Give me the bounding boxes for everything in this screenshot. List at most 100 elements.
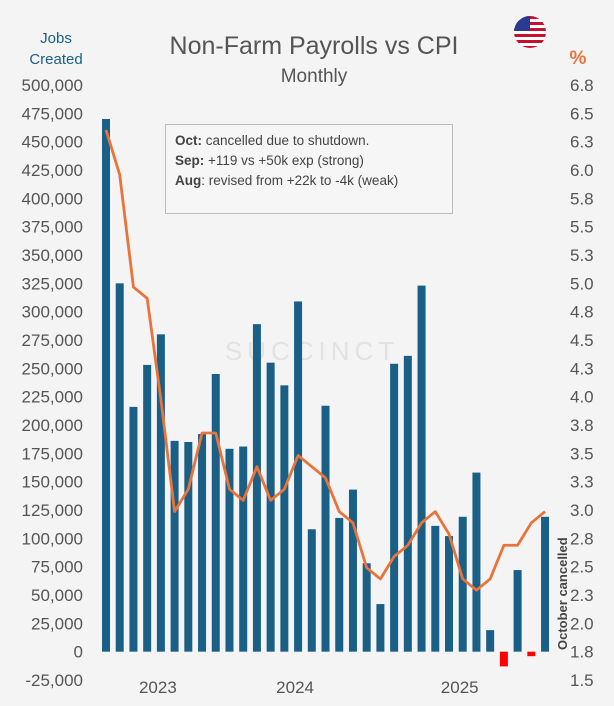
left-tick-label: -25,000	[25, 671, 83, 690]
jobs-bar	[115, 283, 124, 652]
annotation-box: Oct: cancelled due to shutdown. Sep: +11…	[165, 124, 453, 214]
jobs-bar	[239, 446, 248, 652]
left-tick-label: 50,000	[31, 586, 83, 605]
cpi-line	[104, 129, 546, 592]
note-text: cancelled due to shutdown.	[202, 133, 370, 148]
right-tick-label: 6.3	[570, 133, 594, 152]
jobs-bar	[527, 651, 536, 657]
note-line-aug: Aug: revised from +22k to -4k (weak)	[175, 171, 452, 191]
jobs-bar	[335, 517, 344, 652]
jobs-bar	[170, 440, 179, 652]
jobs-bar	[156, 334, 165, 652]
chart-title: Non-Farm Payrolls vs CPI	[170, 32, 459, 60]
jobs-bar	[211, 374, 220, 652]
right-tick-label: 2.0	[570, 614, 594, 633]
jobs-bar	[321, 405, 330, 652]
right-tick-label: 5.0	[570, 274, 594, 293]
right-tick-label: 4.8	[570, 303, 594, 322]
year-label: 2024	[276, 678, 314, 697]
jobs-bar	[225, 448, 234, 652]
left-tick-label: 325,000	[22, 274, 83, 293]
note-bold: Oct:	[175, 133, 202, 148]
jobs-bar	[184, 442, 193, 652]
note-bold: Aug	[175, 173, 202, 188]
right-tick-label: 1.5	[570, 671, 594, 690]
left-tick-label: 400,000	[22, 189, 83, 208]
left-tick-label: 200,000	[22, 416, 83, 435]
jobs-bar	[198, 434, 207, 652]
left-tick-label: 100,000	[22, 529, 83, 548]
right-tick-label: 3.3	[570, 473, 594, 492]
us-flag-icon	[514, 16, 546, 48]
left-tick-label: 275,000	[22, 331, 83, 350]
right-tick-label: 3.5	[570, 444, 594, 463]
year-label: 2023	[139, 678, 177, 697]
jobs-bar	[143, 364, 152, 652]
left-tick-label: 25,000	[31, 614, 83, 633]
jobs-bar	[348, 489, 357, 652]
right-tick-label: 4.5	[570, 331, 594, 350]
jobs-bar	[541, 516, 550, 652]
right-tick-label: 1.8	[570, 643, 594, 662]
right-tick-label: 3.8	[570, 416, 594, 435]
jobs-bar	[266, 362, 275, 652]
right-tick-label: 2.3	[570, 586, 594, 605]
jobs-bar	[513, 570, 522, 652]
note-text: +119 vs +50k exp (strong)	[204, 153, 364, 168]
right-tick-label: 3.0	[570, 501, 594, 520]
jobs-bar	[294, 301, 303, 652]
left-tick-label: 475,000	[22, 104, 83, 123]
note-text: : revised from +22k to -4k (weak)	[201, 173, 399, 188]
right-tick-label: 5.8	[570, 189, 594, 208]
jobs-bar	[362, 563, 371, 652]
left-tick-label: 375,000	[22, 218, 83, 237]
left-tick-label: 300,000	[22, 303, 83, 322]
left-tick-label: 150,000	[22, 473, 83, 492]
left-tick-label: 75,000	[31, 558, 83, 577]
left-tick-label: 250,000	[22, 359, 83, 378]
left-tick-label: 500,000	[22, 76, 83, 95]
right-tick-label: 6.0	[570, 161, 594, 180]
right-tick-label: 4.3	[570, 359, 594, 378]
jobs-bar	[252, 324, 261, 652]
jobs-bar	[499, 651, 508, 667]
jobs-bar	[458, 516, 467, 652]
left-axis-label: Jobs	[40, 30, 72, 47]
left-tick-label: 0	[74, 643, 83, 662]
jobs-bar	[376, 604, 385, 652]
october-cancelled-label: October cancelled	[555, 537, 570, 650]
right-tick-label: 6.8	[570, 76, 594, 95]
left-tick-label: 450,000	[22, 133, 83, 152]
right-tick-label: 2.8	[570, 529, 594, 548]
jobs-bar	[417, 285, 426, 652]
watermark: SUCCINCT	[225, 336, 399, 366]
chart-subtitle: Monthly	[281, 66, 348, 87]
right-tick-label: 5.5	[570, 218, 594, 237]
jobs-bar	[445, 536, 453, 652]
right-tick-label: 4.0	[570, 388, 594, 407]
jobs-bar	[307, 529, 316, 652]
note-line-sep: Sep: +119 vs +50k exp (strong)	[175, 151, 452, 171]
right-tick-label: 2.5	[570, 558, 594, 577]
left-axis-label-line2: Created	[29, 51, 82, 68]
year-label: 2025	[441, 678, 479, 697]
right-tick-label: 6.5	[570, 104, 594, 123]
left-tick-label: 350,000	[22, 246, 83, 265]
note-line-oct: Oct: cancelled due to shutdown.	[175, 131, 452, 151]
right-axis-label: %	[570, 48, 587, 69]
jobs-bar	[403, 355, 412, 652]
jobs-bar	[431, 525, 440, 652]
jobs-bar	[390, 363, 399, 652]
right-tick-label: 5.3	[570, 246, 594, 265]
jobs-bar	[486, 630, 495, 652]
left-tick-label: 425,000	[22, 161, 83, 180]
left-tick-label: 125,000	[22, 501, 83, 520]
jobs-bar	[102, 119, 110, 652]
left-tick-label: 225,000	[22, 388, 83, 407]
left-tick-label: 175,000	[22, 444, 83, 463]
jobs-bar	[472, 472, 481, 652]
jobs-bar	[129, 406, 138, 652]
jobs-bar	[280, 385, 289, 652]
